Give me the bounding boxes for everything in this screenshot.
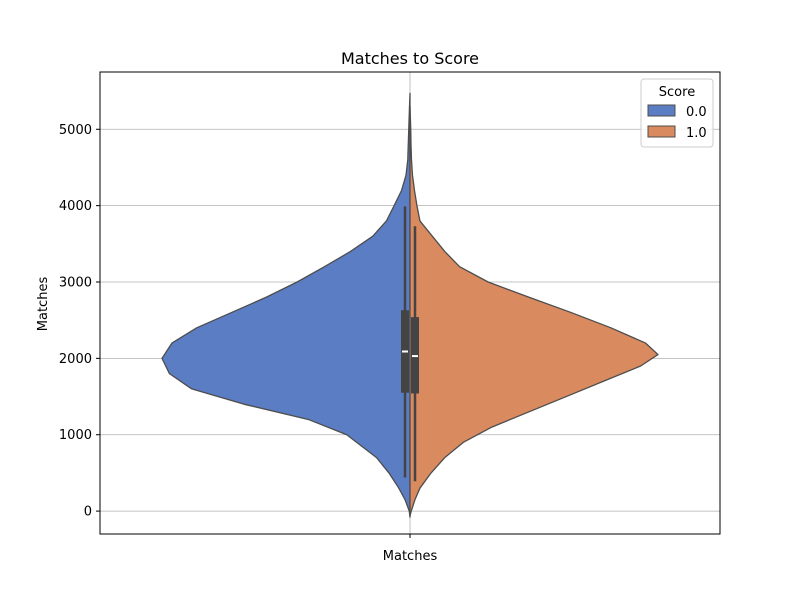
violin-half-0.0 xyxy=(161,92,411,518)
y-tick-label: 2000 xyxy=(59,352,92,367)
chart-title: Matches to Score xyxy=(341,49,479,68)
violin-plot xyxy=(161,92,659,518)
y-tick-label: 4000 xyxy=(59,199,92,214)
legend-label-1: 1.0 xyxy=(686,126,707,141)
legend-swatch-0 xyxy=(647,104,676,117)
legend: Score 0.0 1.0 xyxy=(640,78,714,148)
legend-label-0: 0.0 xyxy=(686,105,707,120)
y-tick-label: 5000 xyxy=(59,123,92,138)
x-tick-label: Matches xyxy=(383,549,438,564)
legend-title: Score xyxy=(659,85,695,100)
y-tick-label: 1000 xyxy=(59,428,92,443)
violin-half-1.0 xyxy=(409,105,659,517)
y-axis-label: Matches xyxy=(36,277,51,332)
legend-swatch-1 xyxy=(647,125,676,138)
y-tick-label: 3000 xyxy=(59,276,92,291)
x-axis-ticks: Matches xyxy=(383,534,438,564)
y-axis-ticks: 0 1000 2000 3000 4000 5000 xyxy=(59,123,100,520)
inner-boxplots xyxy=(401,206,419,482)
y-tick-label: 0 xyxy=(84,505,92,520)
